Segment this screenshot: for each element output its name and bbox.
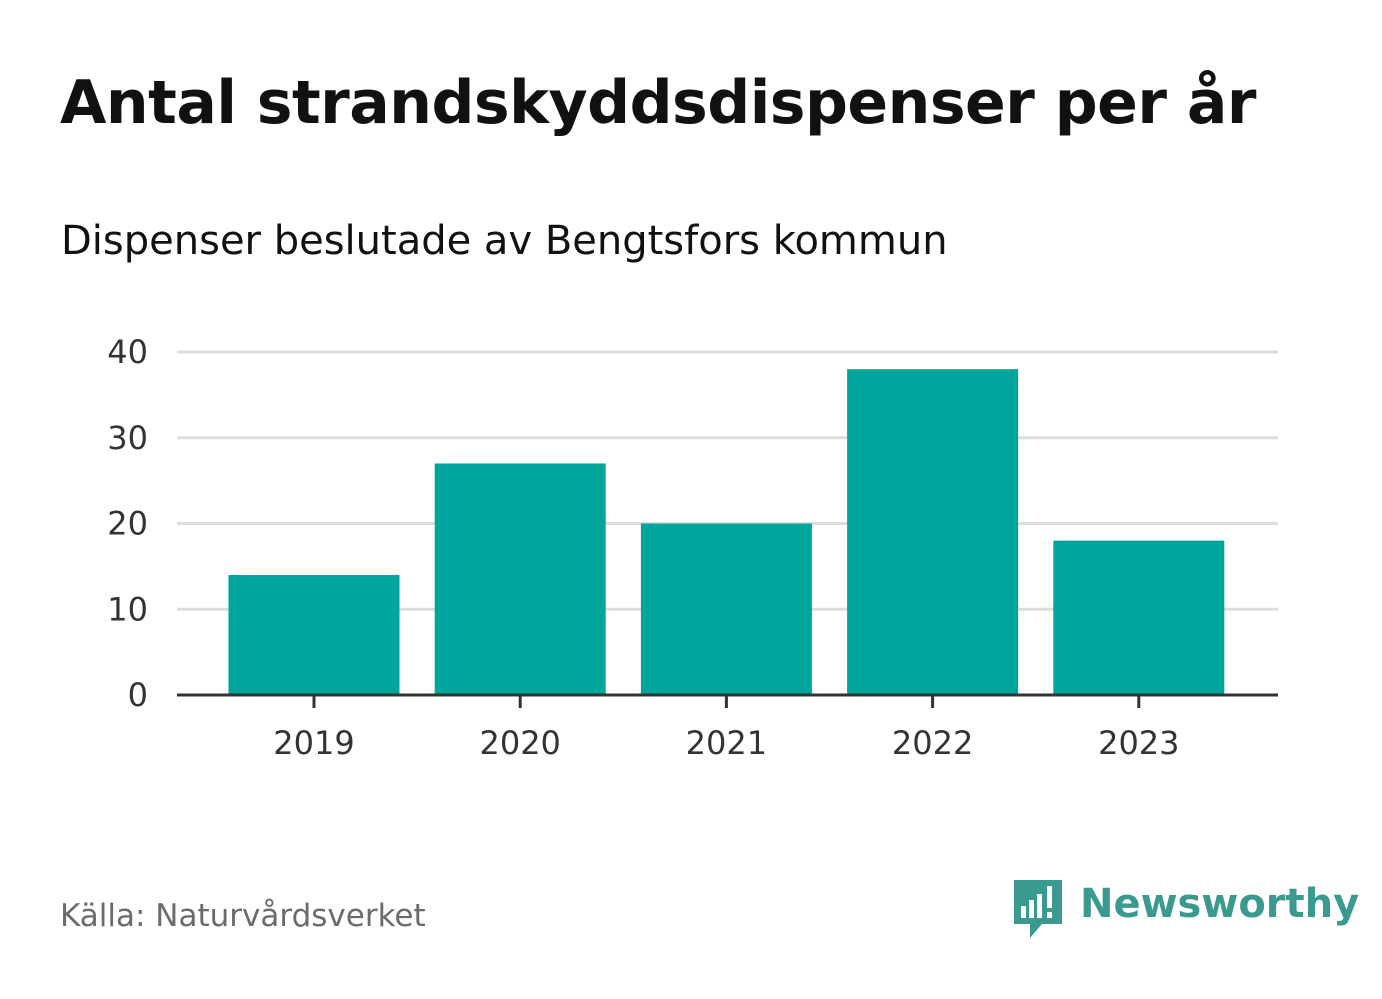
y-tick-label: 30 (107, 419, 148, 457)
chart-subtitle: Dispenser beslutade av Bengtsfors kommun (61, 218, 948, 264)
x-axis-ticks: 2019 2020 2021 2022 2023 (273, 695, 1180, 762)
bar-2020 (434, 463, 606, 695)
x-tick-label: 2019 (273, 724, 354, 762)
y-axis-ticks: 0 10 20 30 40 (107, 333, 148, 714)
source-note: Källa: Naturvårdsverket (60, 898, 426, 934)
bar-2022 (847, 369, 1019, 695)
x-tick-label: 2020 (479, 724, 560, 762)
y-tick-label: 10 (107, 590, 148, 628)
x-tick-label: 2022 (892, 724, 973, 762)
newsworthy-logo-icon (1014, 880, 1062, 938)
x-tick-label: 2021 (686, 724, 767, 762)
logo-bar-1 (1021, 906, 1026, 918)
x-tick-label: 2023 (1098, 724, 1179, 762)
bars (228, 369, 1225, 695)
chart-title: Antal strandskyddsdispenser per år (60, 68, 1256, 138)
bar-2021 (640, 523, 812, 695)
bar-2023 (1053, 540, 1225, 695)
bar-2019 (228, 574, 400, 695)
logo-bar-3 (1037, 894, 1042, 918)
logo-bar-2 (1029, 900, 1034, 918)
y-tick-label: 40 (107, 333, 148, 371)
brand-name: Newsworthy (1080, 881, 1360, 927)
y-tick-label: 20 (107, 505, 148, 543)
brand[interactable]: Newsworthy (1010, 874, 1359, 944)
logo-bar-4 (1047, 886, 1052, 908)
y-tick-label: 0 (128, 676, 148, 714)
logo-dot (1047, 912, 1052, 918)
